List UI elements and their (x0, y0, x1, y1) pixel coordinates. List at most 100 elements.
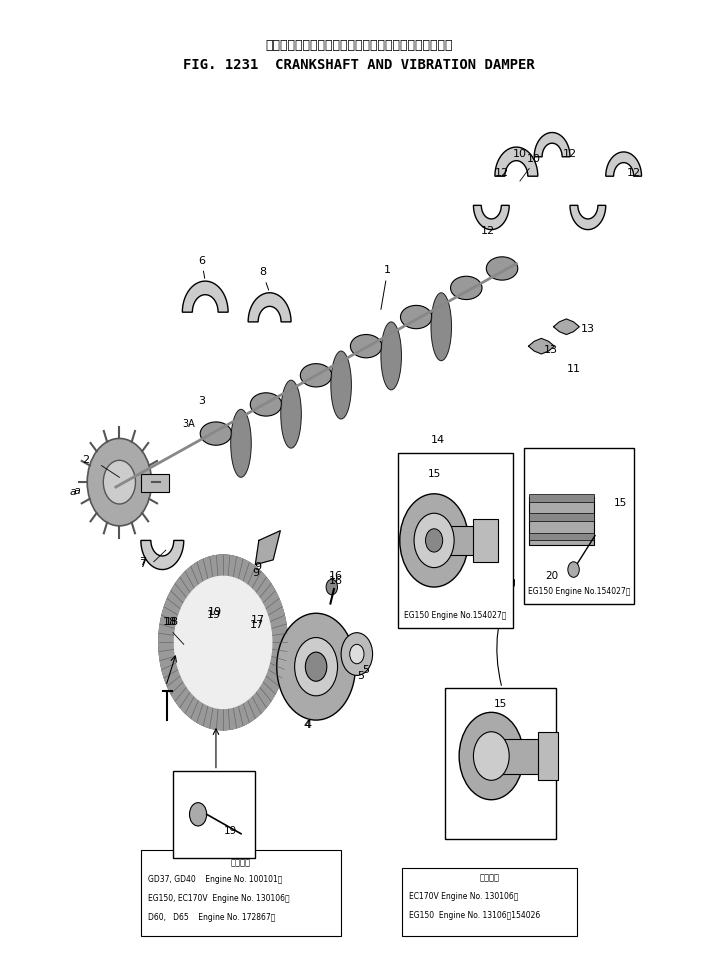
Ellipse shape (431, 293, 452, 360)
Text: 9: 9 (253, 569, 260, 579)
Polygon shape (554, 318, 579, 334)
Bar (402, 868, 577, 936)
Text: 15: 15 (494, 699, 507, 709)
Circle shape (414, 513, 454, 568)
Ellipse shape (401, 306, 432, 328)
Text: 13: 13 (581, 323, 595, 334)
Circle shape (400, 494, 468, 587)
Text: D60,   D65    Engine No. 172867－: D60, D65 Engine No. 172867－ (148, 914, 276, 922)
Text: 2: 2 (83, 455, 89, 465)
Circle shape (341, 633, 373, 675)
Text: 12: 12 (495, 169, 509, 178)
Text: 20: 20 (546, 572, 559, 581)
Circle shape (190, 803, 207, 826)
Text: 10: 10 (513, 149, 527, 159)
Circle shape (350, 645, 364, 663)
Polygon shape (473, 206, 509, 230)
Text: 20: 20 (540, 582, 554, 593)
Ellipse shape (451, 277, 482, 300)
Circle shape (568, 562, 579, 578)
Circle shape (326, 580, 337, 595)
Bar (473, 519, 498, 562)
Polygon shape (256, 531, 280, 565)
Text: 17: 17 (251, 615, 264, 625)
Text: 5: 5 (363, 665, 370, 676)
Text: 14: 14 (431, 435, 444, 445)
Bar (523, 448, 635, 604)
Circle shape (459, 712, 523, 800)
Circle shape (182, 578, 271, 697)
Text: 6: 6 (198, 255, 205, 279)
Text: 15: 15 (427, 469, 441, 479)
Ellipse shape (381, 321, 401, 390)
Circle shape (276, 614, 355, 720)
Text: 7: 7 (139, 557, 146, 567)
Text: 19: 19 (207, 610, 221, 620)
Ellipse shape (486, 257, 518, 281)
Text: 19: 19 (208, 607, 222, 618)
Text: クランクシャフト　および　バイブレーション　ダンパ: クランクシャフト および バイブレーション ダンパ (265, 39, 453, 52)
Polygon shape (534, 132, 570, 157)
Text: 3A: 3A (182, 419, 195, 429)
Text: a: a (574, 489, 581, 499)
Text: 15: 15 (438, 479, 452, 489)
Text: 5: 5 (358, 671, 365, 681)
Ellipse shape (331, 351, 351, 419)
Text: EG150 Engine No.154027～: EG150 Engine No.154027～ (404, 611, 507, 620)
Bar (529, 533, 594, 541)
Text: 18: 18 (162, 617, 177, 627)
Text: a: a (73, 486, 80, 496)
Circle shape (205, 609, 248, 666)
Text: 11: 11 (567, 364, 581, 374)
Text: 1: 1 (381, 265, 391, 310)
Text: 19: 19 (223, 826, 237, 836)
Polygon shape (159, 555, 287, 730)
Text: 18: 18 (164, 617, 179, 627)
Bar (173, 770, 256, 858)
Bar (445, 688, 556, 839)
Polygon shape (528, 338, 554, 354)
Polygon shape (182, 281, 228, 313)
Polygon shape (141, 541, 184, 570)
Circle shape (426, 529, 443, 552)
Text: 4: 4 (304, 720, 311, 730)
Text: EG150  Engine No. 13106－154026: EG150 Engine No. 13106－154026 (409, 912, 541, 920)
Text: 8: 8 (259, 267, 269, 290)
Ellipse shape (350, 334, 382, 357)
Bar (529, 497, 594, 545)
Polygon shape (248, 293, 291, 321)
Text: 16: 16 (329, 577, 343, 586)
Text: 17: 17 (250, 619, 264, 630)
Bar (141, 474, 169, 492)
Text: EG150 Engine No.154027～: EG150 Engine No.154027～ (528, 586, 630, 596)
Circle shape (473, 731, 509, 780)
Text: 7: 7 (139, 559, 146, 569)
Bar (538, 731, 558, 780)
Text: 9: 9 (254, 562, 261, 572)
Circle shape (103, 461, 136, 504)
Text: 10: 10 (527, 154, 541, 164)
Polygon shape (174, 577, 271, 708)
Circle shape (87, 438, 151, 526)
Ellipse shape (281, 380, 302, 448)
Ellipse shape (251, 393, 281, 416)
Bar (529, 494, 594, 502)
Ellipse shape (300, 363, 332, 387)
Ellipse shape (230, 409, 251, 477)
Ellipse shape (200, 422, 232, 445)
Text: GD37, GD40    Engine No. 100101－: GD37, GD40 Engine No. 100101－ (148, 875, 282, 883)
Bar (502, 738, 549, 773)
Text: a: a (70, 487, 76, 497)
Bar (529, 513, 594, 521)
Text: 12: 12 (563, 149, 577, 159)
Text: EC170V Engine No. 130106－: EC170V Engine No. 130106－ (409, 892, 518, 901)
Text: 適用車種: 適用車種 (480, 874, 500, 882)
Bar (141, 850, 341, 936)
Text: 12: 12 (480, 227, 495, 237)
Text: 4: 4 (303, 720, 310, 730)
Text: EG150, EC170V  Engine No. 130106－: EG150, EC170V Engine No. 130106－ (148, 894, 289, 903)
Polygon shape (606, 152, 641, 176)
Text: 16: 16 (329, 572, 343, 581)
Text: 15: 15 (613, 499, 627, 508)
Polygon shape (570, 206, 606, 230)
